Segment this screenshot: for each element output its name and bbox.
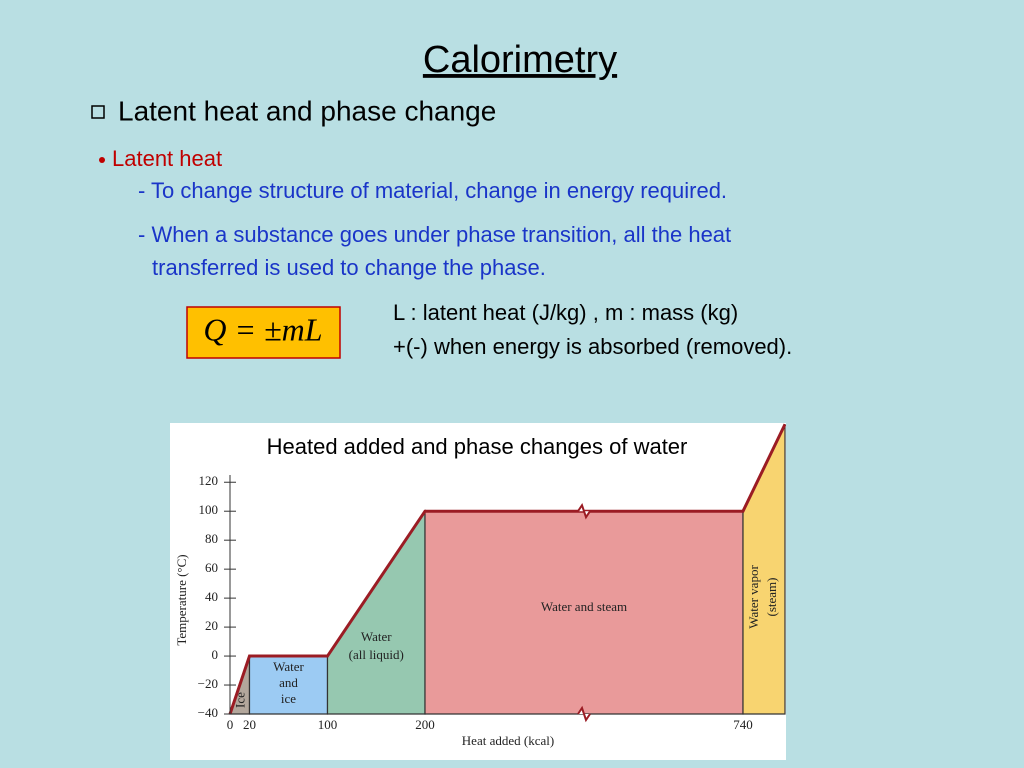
bullet: Latent heat [112,146,222,171]
x-tick-label: 20 [243,717,256,732]
y-tick-label: 120 [199,473,219,488]
region-label: Water vapor [746,565,761,629]
slide-title: Calorimetry [423,39,617,81]
y-tick-label: −40 [198,705,218,720]
region-label: Ice [233,692,248,708]
y-tick-label: 20 [205,618,218,633]
y-tick-label: 40 [205,589,218,604]
x-tick-label: 200 [415,717,435,732]
chart [228,423,786,715]
x-tick-label: 740 [733,717,753,732]
line: - When a substance goes under phase tran… [138,222,731,247]
formula: Q = ±mL [203,311,322,347]
region-label: Water [273,659,304,674]
region-label: ice [281,691,296,706]
y-tick-label: 100 [199,502,219,517]
region-label: Water and steam [541,599,627,614]
note: +(-) when energy is absorbed (removed). [393,334,792,359]
bullet-dot [99,157,105,163]
y-tick-label: 80 [205,531,218,546]
heading: Latent heat and phase change [118,95,496,126]
x-tick-label: 100 [318,717,338,732]
formula-box [186,306,341,359]
temperature-line [228,423,786,715]
chart-title: Heated added and phase changes of water [267,434,688,459]
y-axis-label: Temperature (°C) [174,554,189,645]
region-label: (steam) [764,578,779,617]
note: L : latent heat (J/kg) , m : mass (kg) [393,300,738,325]
y-tick-label: 0 [212,647,219,662]
region-label: Water [361,629,392,644]
bullet-box [91,105,105,119]
axis-break [577,502,591,520]
line: transferred is used to change the phase. [152,255,546,280]
y-tick-label: 60 [205,560,218,575]
region-label: (all liquid) [349,647,404,662]
x-axis-label: Heat added (kcal) [462,733,554,748]
axis-break [577,705,591,723]
y-tick-label: −20 [198,676,218,691]
region-label: and [279,675,298,690]
x-tick-label: 0 [227,717,234,732]
line: - To change structure of material, chang… [138,178,727,203]
